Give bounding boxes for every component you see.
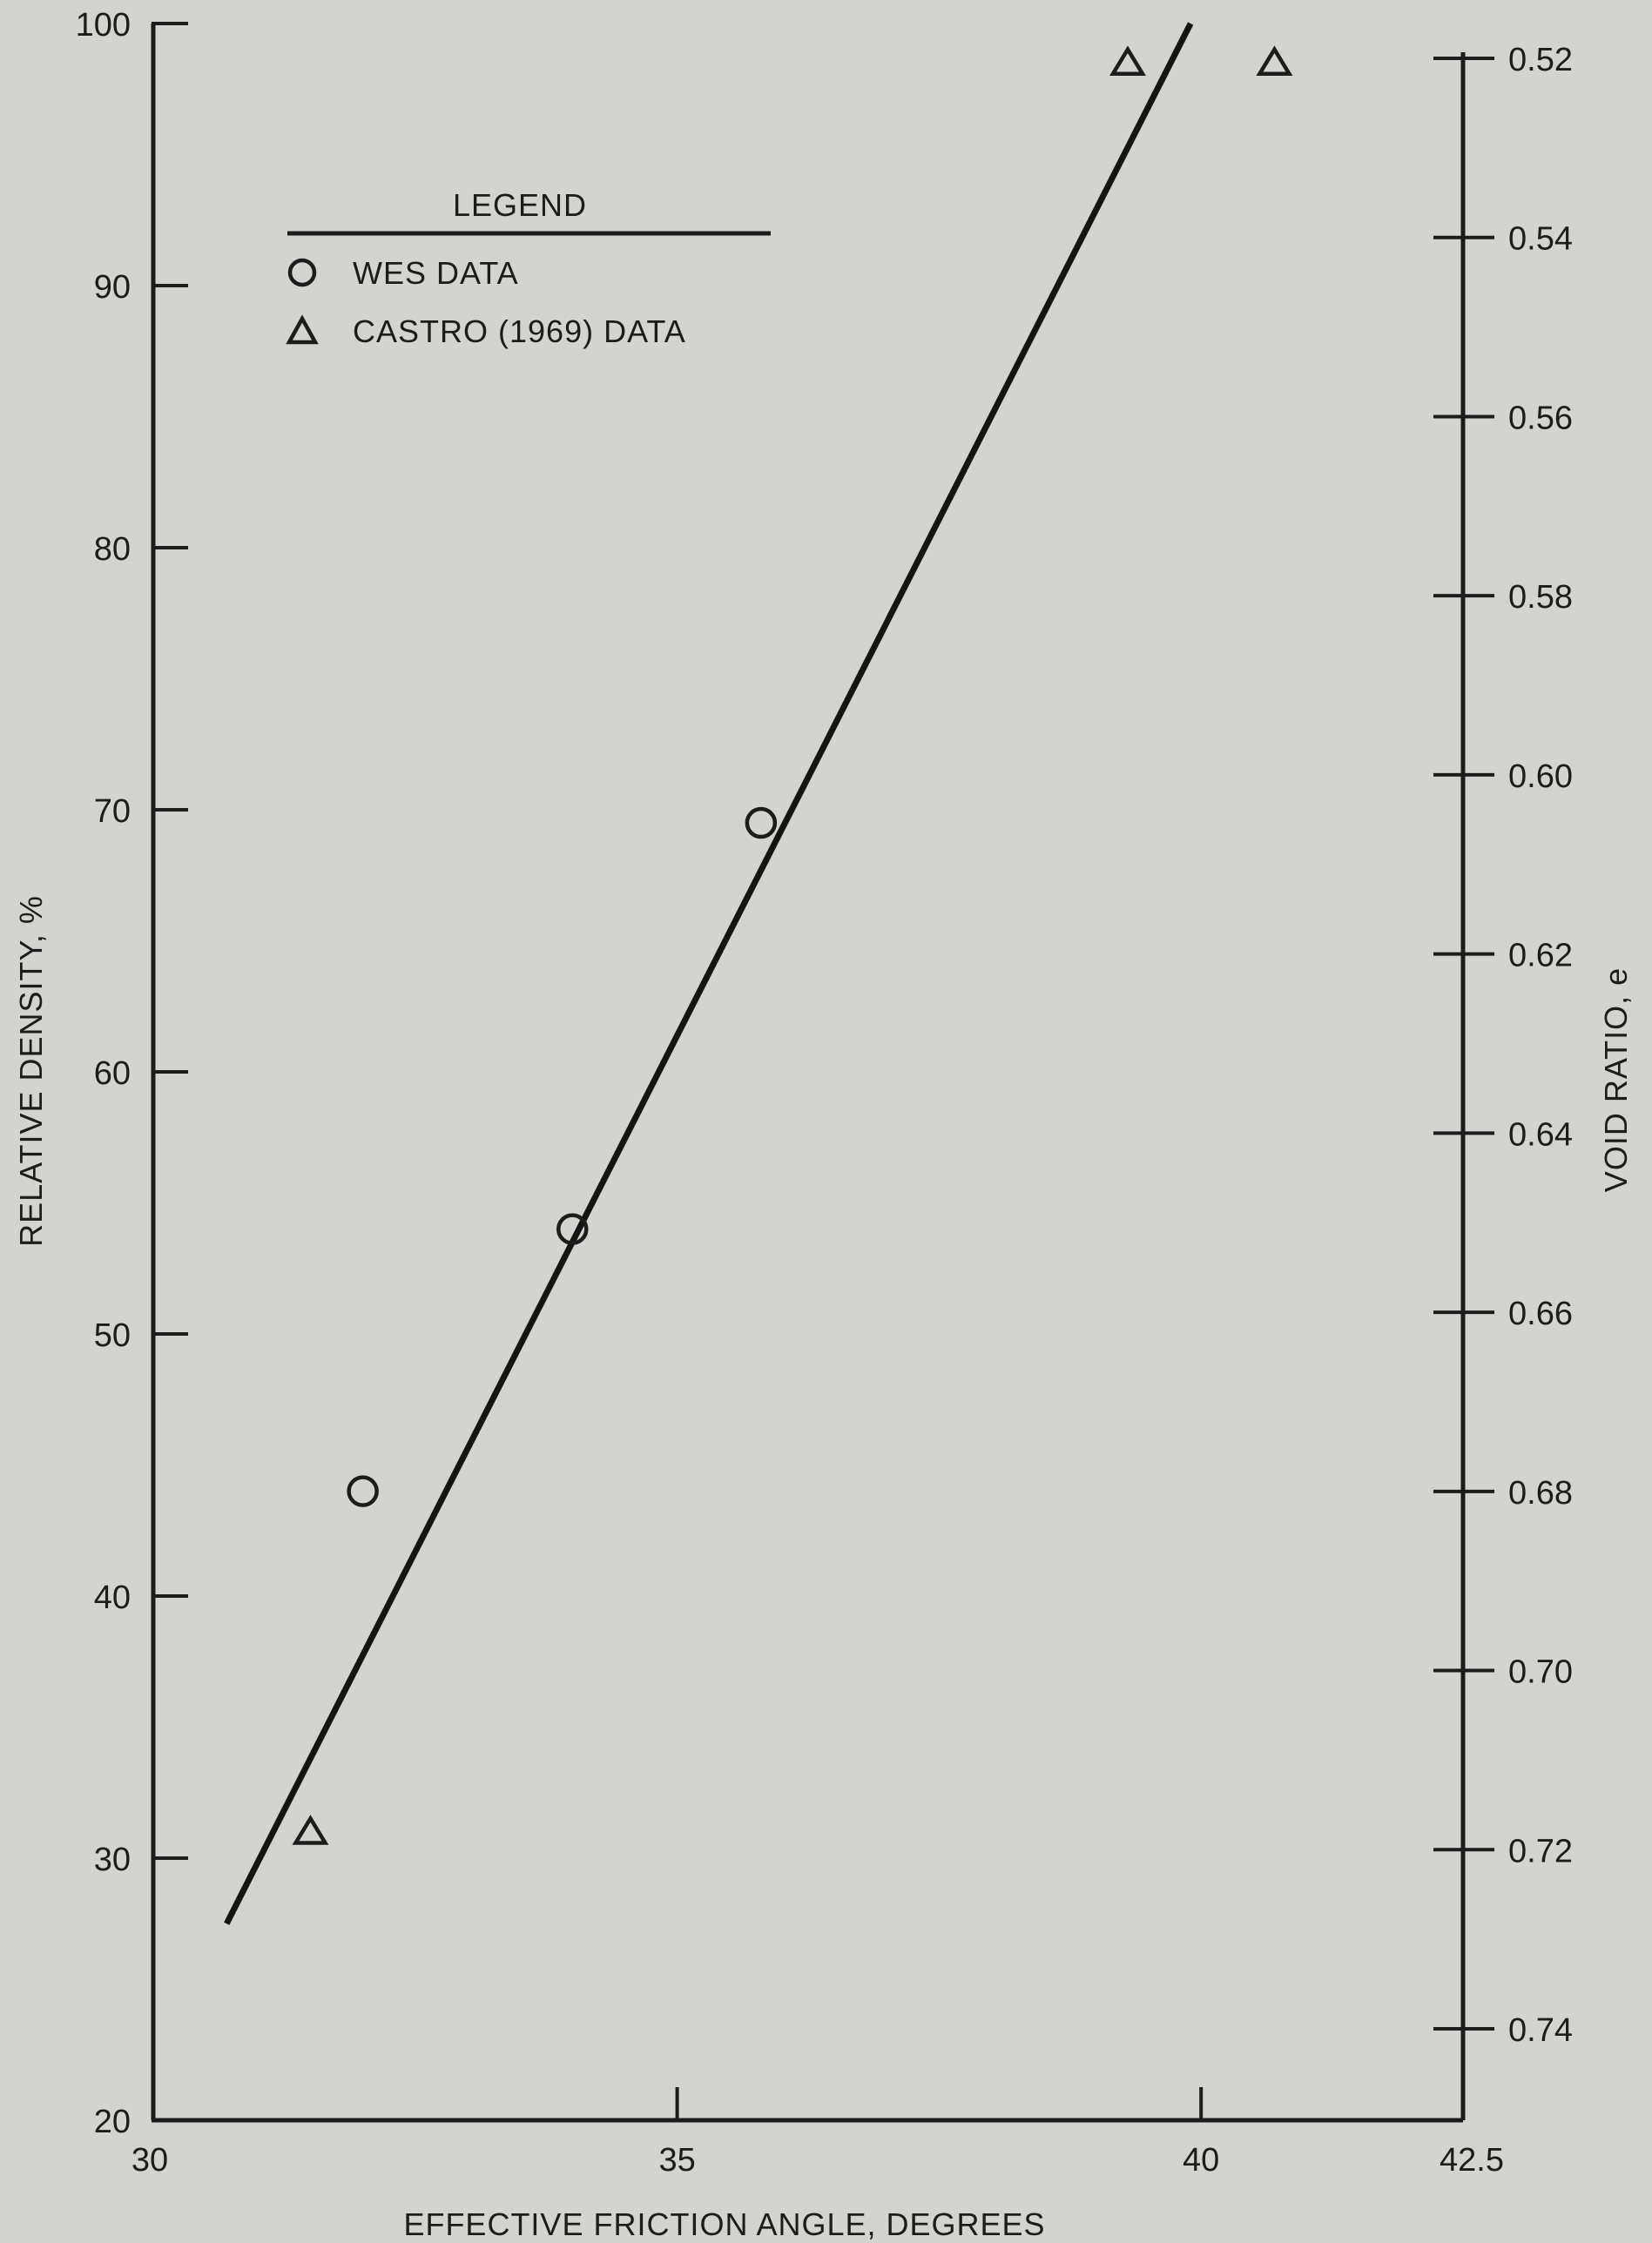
y2-tick-label: 0.54: [1508, 221, 1573, 258]
castro-data-point: [292, 1815, 329, 1845]
y2-tick-label: 0.58: [1508, 579, 1573, 616]
wes-data-point: [745, 806, 778, 839]
x-tick-label: 30: [131, 2142, 168, 2179]
y2-tick-label: 0.62: [1508, 938, 1573, 974]
legend-label-castro: CASTRO (1969) DATA: [353, 313, 686, 349]
legend-circle-marker: [287, 258, 317, 287]
legend-label-wes: WES DATA: [353, 255, 519, 291]
y-tick-label: 50: [94, 1317, 131, 1354]
legend-triangle-marker: [286, 314, 319, 345]
legend-title: LEGEND: [453, 187, 587, 223]
y-tick-label: 30: [94, 1842, 131, 1878]
x-tick-label: 40: [1183, 2142, 1219, 2179]
y2-tick-label: 0.74: [1508, 2012, 1573, 2049]
axes: [151, 24, 1466, 2123]
y2-tick-label: 0.64: [1508, 1116, 1573, 1153]
y-tick-label: 80: [94, 531, 131, 568]
y2-tick-label: 0.52: [1508, 42, 1573, 78]
y-axis-title: RELATIVE DENSITY, %: [13, 895, 49, 1247]
y-tick-label: 20: [94, 2104, 131, 2140]
legend: LEGEND WES DATA CASTRO (1969) DATA: [286, 187, 771, 349]
y-tick-label: 60: [94, 1055, 131, 1092]
y2-tick-label: 0.56: [1508, 400, 1573, 436]
y2-tick-label: 0.68: [1508, 1475, 1573, 1512]
y-tick-label: 40: [94, 1580, 131, 1616]
y2-tick-label: 0.72: [1508, 1833, 1573, 1869]
x-tick-label: 35: [658, 2142, 695, 2179]
y-tick-label: 70: [94, 793, 131, 830]
y2-tick-label: 0.66: [1508, 1296, 1573, 1332]
castro-data-point: [1109, 45, 1146, 76]
x-tick-label: 42.5: [1440, 2142, 1504, 2179]
x-axis-title: EFFECTIVE FRICTION ANGLE, DEGREES: [403, 2206, 1045, 2242]
y-tick-label: 90: [94, 269, 131, 306]
y2-tick-label: 0.60: [1508, 758, 1573, 795]
y-tick-label: 100: [76, 7, 131, 44]
y2-axis-title: VOID RATIO, e: [1598, 967, 1634, 1192]
castro-data-point: [1256, 45, 1293, 76]
wes-data-point: [556, 1213, 589, 1245]
wes-data-point: [347, 1475, 379, 1507]
y2-tick-label: 0.70: [1508, 1654, 1573, 1691]
trend-line: [224, 22, 1194, 1925]
